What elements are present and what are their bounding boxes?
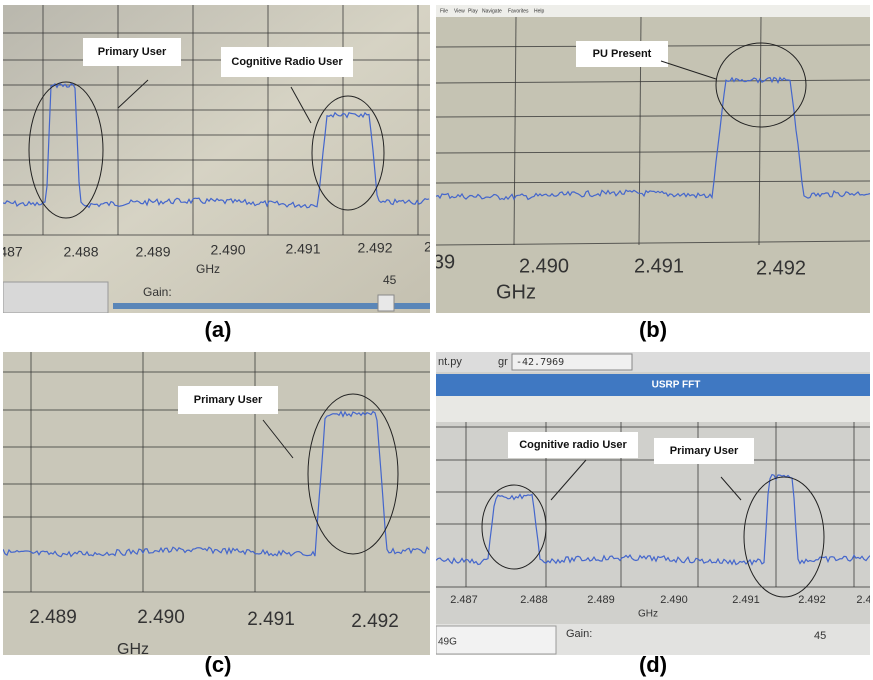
tick-label: 2.491	[285, 241, 320, 257]
gain-label: Gain:	[566, 628, 592, 640]
arrow	[720, 476, 742, 501]
annotation-box	[221, 47, 353, 77]
tick-label: 2.490	[519, 255, 569, 277]
tick-label: 2.490	[137, 607, 185, 628]
tick-label: 2.489	[135, 244, 170, 260]
tick-label: 2.4	[856, 594, 870, 606]
screen-bg	[3, 5, 430, 313]
menu-item: Favorites	[508, 8, 529, 14]
field-label: gr	[498, 356, 508, 368]
tick-label: 2.489	[587, 594, 615, 606]
annotation-box	[654, 438, 754, 464]
gain-label: Gain:	[143, 285, 172, 299]
highlight-ellipse	[311, 95, 385, 211]
annotation: Primary User	[670, 445, 739, 457]
screen-b: File View Play Navigate Favorites Help P…	[436, 5, 870, 313]
screen-a: Primary User Cognitive Radio User 487 2.…	[3, 5, 430, 313]
caption: (a)	[204, 317, 232, 342]
tick-label: 2.492	[756, 257, 806, 279]
grid	[3, 5, 430, 236]
tick-label: 2.492	[351, 611, 399, 632]
tick-label: 2.488	[520, 594, 548, 606]
annotation-box	[508, 432, 638, 458]
window-title: USRP FFT	[652, 380, 701, 391]
slider-thumb	[377, 294, 395, 312]
axis-label: GHz	[638, 609, 658, 620]
arrow	[550, 459, 587, 501]
tick-label: 2.487	[450, 594, 478, 606]
annotation-box	[576, 41, 668, 67]
annotation-box	[83, 38, 181, 66]
panel-d: nt.py gr -42.7969 USRP FFT Cognitive rad…	[436, 352, 870, 655]
axis-label: GHz	[496, 281, 536, 303]
field-value: -42.7969	[516, 357, 564, 368]
caption: (d)	[638, 652, 668, 677]
axis-label: GHz	[196, 262, 220, 276]
annotation: Primary User	[194, 394, 263, 406]
spectrum-trace	[436, 76, 870, 201]
highlight-ellipse	[715, 42, 807, 128]
spectrum-trace	[3, 82, 430, 209]
spectrum-trace	[436, 473, 870, 566]
menu-item: View	[454, 8, 465, 14]
annotation: Cognitive Radio User	[231, 56, 343, 68]
panel-a: Primary User Cognitive Radio User 487 2.…	[3, 5, 433, 313]
tick-label: 2.489	[29, 607, 77, 628]
arrow	[262, 419, 294, 459]
tick-label: 2.490	[660, 594, 688, 606]
screen-c: Primary User 2.489 2.490 2.491 2.492 GHz	[3, 352, 430, 655]
menu-bar	[436, 5, 870, 17]
arrow	[290, 86, 312, 124]
tick-label: 2.492	[798, 594, 826, 606]
window-band	[436, 396, 870, 422]
gain-value: 45	[383, 273, 397, 287]
annotation: PU Present	[593, 48, 652, 60]
tick-label: 2.492	[357, 240, 392, 256]
annotation: Cognitive radio User	[519, 439, 627, 451]
tick-label: 2.488	[63, 244, 98, 260]
caption: (c)	[204, 652, 232, 677]
menu-item: Play	[468, 8, 478, 14]
field-box	[511, 353, 633, 371]
menu-item: Help	[534, 8, 545, 14]
panel-b: File View Play Navigate Favorites Help P…	[436, 5, 870, 313]
input-box	[436, 625, 557, 655]
arrow	[660, 60, 717, 80]
title-bar	[436, 374, 870, 396]
input-box	[3, 281, 109, 313]
tick-label: 2	[424, 239, 430, 255]
tick-label: 39	[436, 251, 455, 273]
footer-label: 49G	[438, 637, 457, 648]
tick-label: 2.490	[210, 242, 245, 258]
screen-d: nt.py gr -42.7969 USRP FFT Cognitive rad…	[436, 352, 870, 655]
annotation-box	[178, 386, 278, 414]
menu-item: Navigate	[482, 8, 502, 14]
tick-label: 2.491	[247, 609, 295, 630]
tick-label: 487	[3, 244, 23, 260]
gain-value: 45	[814, 630, 826, 642]
file-label: nt.py	[438, 356, 462, 368]
highlight-ellipse	[28, 81, 104, 219]
tick-label: 2.491	[732, 594, 760, 606]
tick-label: 2.491	[634, 255, 684, 277]
highlight-ellipse	[743, 476, 825, 598]
arrow	[117, 79, 149, 109]
menu-item: File	[440, 8, 448, 14]
slider-track	[113, 303, 430, 309]
spectrum-trace	[3, 410, 430, 558]
axis-label: GHz	[117, 641, 149, 655]
highlight-ellipse	[481, 484, 547, 570]
caption: (b)	[638, 317, 668, 342]
panel-c: Primary User 2.489 2.490 2.491 2.492 GHz	[3, 352, 433, 655]
annotation: Primary User	[98, 46, 167, 58]
highlight-ellipse	[307, 393, 399, 555]
